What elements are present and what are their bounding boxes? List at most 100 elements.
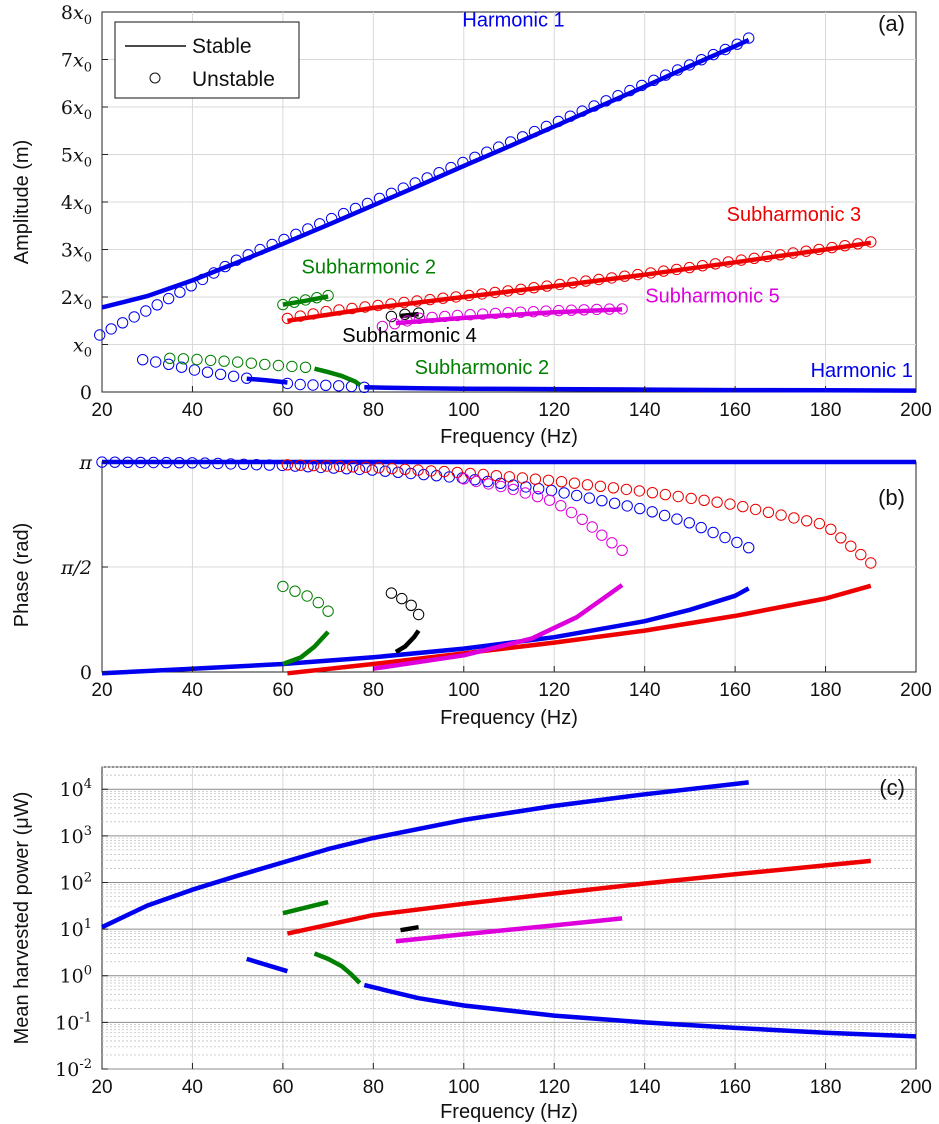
x-tick-label: 140 (629, 400, 661, 421)
series-point (385, 298, 397, 310)
series-point (543, 494, 556, 506)
series-point (813, 517, 826, 530)
series-point (788, 512, 800, 524)
series-point (208, 267, 220, 279)
panel-b: 20 40 60 80 100 120 140 160 180 200 0 π/2 π Frequenc… (11, 452, 932, 729)
series-point (174, 286, 186, 298)
series-point (238, 458, 250, 470)
y-tick-label: π (79, 452, 93, 474)
series-point (553, 304, 565, 317)
series-point (616, 303, 628, 315)
series-point (865, 236, 877, 248)
series-point (281, 377, 294, 390)
series-point (289, 460, 301, 472)
series-point (294, 310, 306, 322)
series-point (451, 466, 463, 479)
series-point (624, 84, 636, 97)
series-line (246, 376, 288, 385)
x-tick-label: 100 (448, 1077, 480, 1098)
series-point (825, 523, 837, 535)
series-point (670, 263, 683, 276)
series-point (555, 500, 567, 512)
series-point (128, 311, 140, 323)
x-tick-label: 20 (91, 1077, 112, 1098)
series-point (660, 69, 672, 81)
y-tick-label: 10-2 (55, 1057, 92, 1081)
panel-c: 20 40 60 80 100 120 140 160 180 200 10-2 10-1 100 101… (11, 766, 932, 1123)
series-point (775, 509, 787, 521)
x-tick-label: 80 (363, 400, 384, 421)
series-line (363, 982, 917, 1039)
legend-box (114, 21, 300, 99)
x-tick-label: 60 (272, 400, 293, 421)
series-point (439, 310, 451, 323)
x-tick-label: 160 (719, 400, 751, 421)
series-point (743, 542, 755, 554)
series-point (250, 459, 263, 471)
series-point (571, 489, 583, 502)
x-tick-label: 120 (538, 400, 570, 421)
series-point (607, 482, 620, 494)
series-point (359, 301, 371, 313)
series-line (282, 899, 329, 916)
series-line (364, 385, 917, 393)
y-tick-label: π/2 (60, 557, 92, 579)
series-point (311, 292, 323, 304)
y-tick-label: 104 (60, 777, 92, 801)
annotation-label: Harmonic 1 (811, 360, 913, 382)
series-point (724, 498, 736, 510)
x-tick-label: 40 (182, 400, 203, 421)
x-tick-label: 160 (719, 680, 751, 701)
annotation-label: Harmonic 1 (462, 9, 564, 31)
series-point (286, 360, 298, 373)
series-point (373, 192, 386, 205)
series-point (593, 273, 605, 286)
series-point (671, 513, 683, 525)
legend-unstable-label: Unstable (192, 68, 275, 91)
x-tick-label: 120 (538, 680, 570, 701)
series-point (230, 254, 243, 266)
series-point (433, 167, 445, 179)
series-point (225, 458, 237, 470)
series-point (749, 503, 762, 516)
series-point (396, 592, 408, 605)
series-point (696, 260, 709, 272)
series-point (683, 261, 696, 274)
series-point (711, 496, 723, 508)
series-point (196, 273, 209, 286)
series-point (578, 304, 590, 316)
series-point (366, 464, 378, 476)
x-tick-label: 200 (900, 680, 932, 701)
series-point (289, 585, 301, 597)
series-point (397, 182, 409, 194)
series-point (695, 521, 707, 534)
series-point (389, 318, 401, 330)
series-point (409, 177, 421, 189)
series-line (282, 294, 329, 307)
series-point (719, 43, 731, 56)
series-point (576, 513, 588, 525)
annotation-label: Subharmonic 2 (302, 256, 437, 278)
series-point (413, 312, 426, 324)
annotation-label: Subharmonic 2 (415, 357, 550, 379)
y-tick-label: 6x0 (61, 97, 92, 123)
series-point (576, 105, 588, 117)
series-point (482, 478, 495, 490)
legend-stable-label: Stable (192, 35, 252, 58)
series-line (313, 366, 362, 387)
series-point (519, 487, 531, 499)
series-point (320, 379, 332, 391)
series-point (583, 492, 595, 504)
y-tick-label: 4x0 (61, 192, 92, 218)
x-tick-label: 60 (272, 1077, 293, 1098)
series-point (259, 358, 271, 371)
series-point (835, 532, 847, 544)
series-point (385, 187, 398, 200)
series-line (395, 307, 623, 326)
series-point (477, 468, 489, 481)
series-point (405, 599, 417, 611)
panel-c-ylabel: Mean harvested power (μW) (11, 792, 33, 1045)
series-point (531, 490, 544, 503)
series-point (281, 459, 294, 471)
y-tick-label: 3x0 (61, 240, 92, 266)
